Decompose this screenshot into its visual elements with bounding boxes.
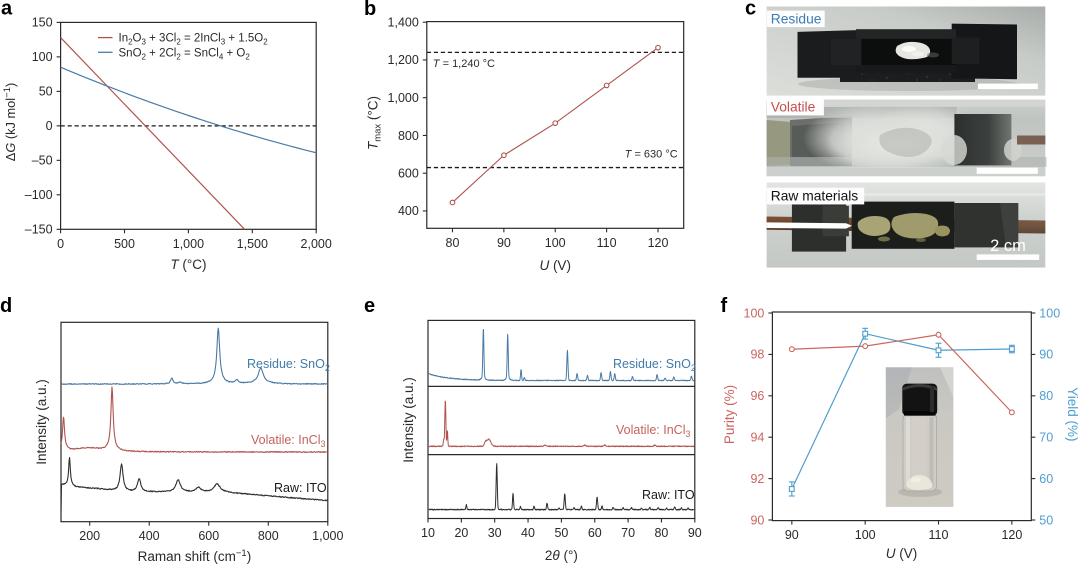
svg-text:60: 60	[588, 526, 602, 540]
svg-text:400: 400	[398, 204, 419, 218]
svg-text:Residue: Residue	[771, 12, 822, 27]
svg-text:80: 80	[446, 236, 460, 250]
svg-text:80: 80	[654, 526, 668, 540]
svg-text:Volatile: Volatile	[771, 100, 816, 115]
svg-text:50: 50	[554, 526, 568, 540]
svg-text:800: 800	[398, 129, 419, 143]
svg-text:110: 110	[597, 236, 617, 250]
svg-text:d: d	[0, 295, 12, 317]
svg-text:90: 90	[750, 513, 764, 527]
svg-text:150: 150	[32, 16, 53, 30]
svg-text:92: 92	[750, 472, 764, 486]
svg-text:T = 1,240 °C: T = 1,240 °C	[433, 58, 495, 70]
svg-text:50: 50	[1039, 513, 1053, 527]
svg-text:2,000: 2,000	[301, 237, 332, 251]
svg-text:600: 600	[398, 167, 419, 181]
svg-text:Raw: ITO: Raw: ITO	[274, 481, 327, 495]
svg-text:2θ (°): 2θ (°)	[545, 548, 578, 563]
svg-text:200: 200	[79, 529, 100, 543]
svg-text:Volatile: InCl3: Volatile: InCl3	[616, 423, 691, 439]
svg-text:90: 90	[688, 526, 702, 540]
svg-text:–50: –50	[32, 154, 53, 168]
svg-text:e: e	[364, 295, 375, 317]
svg-text:20: 20	[454, 526, 468, 540]
svg-text:120: 120	[1001, 528, 1022, 542]
svg-text:600: 600	[198, 529, 219, 543]
svg-text:50: 50	[39, 85, 53, 99]
svg-text:90: 90	[1039, 348, 1053, 362]
svg-text:100: 100	[744, 306, 765, 320]
svg-text:0: 0	[57, 237, 64, 251]
svg-text:500: 500	[114, 237, 135, 251]
svg-text:b: b	[364, 0, 376, 20]
svg-text:98: 98	[750, 348, 764, 362]
svg-text:–150: –150	[25, 223, 53, 237]
svg-text:Intensity (a.u.): Intensity (a.u.)	[401, 377, 416, 463]
svg-text:T (°C): T (°C)	[170, 257, 206, 272]
svg-text:70: 70	[621, 526, 635, 540]
svg-text:30: 30	[488, 526, 502, 540]
svg-text:0: 0	[46, 119, 53, 133]
svg-text:1,000: 1,000	[388, 91, 419, 105]
svg-text:In2O3 + 3Cl2 = 2InCl3 + 1.5O2: In2O3 + 3Cl2 = 2InCl3 + 1.5O2	[119, 33, 269, 47]
svg-text:70: 70	[1039, 431, 1053, 445]
svg-text:90: 90	[497, 236, 511, 250]
svg-text:10: 10	[421, 526, 435, 540]
svg-text:1,400: 1,400	[388, 16, 419, 30]
svg-text:100: 100	[855, 528, 876, 542]
svg-text:94: 94	[750, 431, 764, 445]
svg-text:Raw: ITO: Raw: ITO	[642, 488, 695, 502]
svg-text:100: 100	[1039, 306, 1060, 320]
svg-text:Intensity (a.u.): Intensity (a.u.)	[34, 379, 49, 465]
svg-text:Residue: SnO2: Residue: SnO2	[613, 357, 696, 373]
svg-text:–100: –100	[25, 188, 53, 202]
svg-text:1,500: 1,500	[237, 237, 268, 251]
svg-text:120: 120	[648, 236, 669, 250]
svg-text:80: 80	[1039, 389, 1053, 403]
svg-text:1,200: 1,200	[388, 53, 419, 67]
svg-text:800: 800	[258, 529, 279, 543]
svg-text:60: 60	[1039, 472, 1053, 486]
svg-text:U (V): U (V)	[886, 546, 918, 561]
svg-text:Volatile: InCl3: Volatile: InCl3	[251, 433, 326, 449]
svg-text:ΔG (kJ mol−1): ΔG (kJ mol−1)	[2, 83, 18, 161]
svg-text:c: c	[745, 0, 756, 20]
svg-text:400: 400	[139, 529, 160, 543]
svg-text:Raman shift (cm−1): Raman shift (cm−1)	[138, 548, 252, 564]
svg-text:f: f	[721, 295, 728, 317]
svg-text:a: a	[1, 0, 13, 20]
svg-text:2 cm: 2 cm	[990, 237, 1026, 255]
svg-text:110: 110	[929, 528, 949, 542]
svg-text:1,000: 1,000	[173, 237, 204, 251]
svg-text:U (V): U (V)	[539, 258, 571, 273]
svg-text:100: 100	[32, 50, 53, 64]
svg-text:Tmax (°C): Tmax (°C)	[366, 96, 384, 150]
svg-text:90: 90	[785, 528, 799, 542]
svg-text:SnO2 + 2Cl2 = SnCl4 + O2: SnO2 + 2Cl2 = SnCl4 + O2	[119, 47, 251, 61]
svg-text:100: 100	[545, 236, 566, 250]
svg-text:Purity (%): Purity (%)	[722, 385, 737, 444]
svg-text:Residue: SnO2: Residue: SnO2	[247, 357, 330, 373]
svg-text:96: 96	[750, 389, 764, 403]
svg-text:1,000: 1,000	[312, 529, 343, 543]
svg-text:40: 40	[521, 526, 535, 540]
svg-text:Raw materials: Raw materials	[771, 188, 859, 203]
svg-text:Yield (%): Yield (%)	[1065, 387, 1080, 441]
svg-text:T = 630 °C: T = 630 °C	[625, 149, 678, 161]
